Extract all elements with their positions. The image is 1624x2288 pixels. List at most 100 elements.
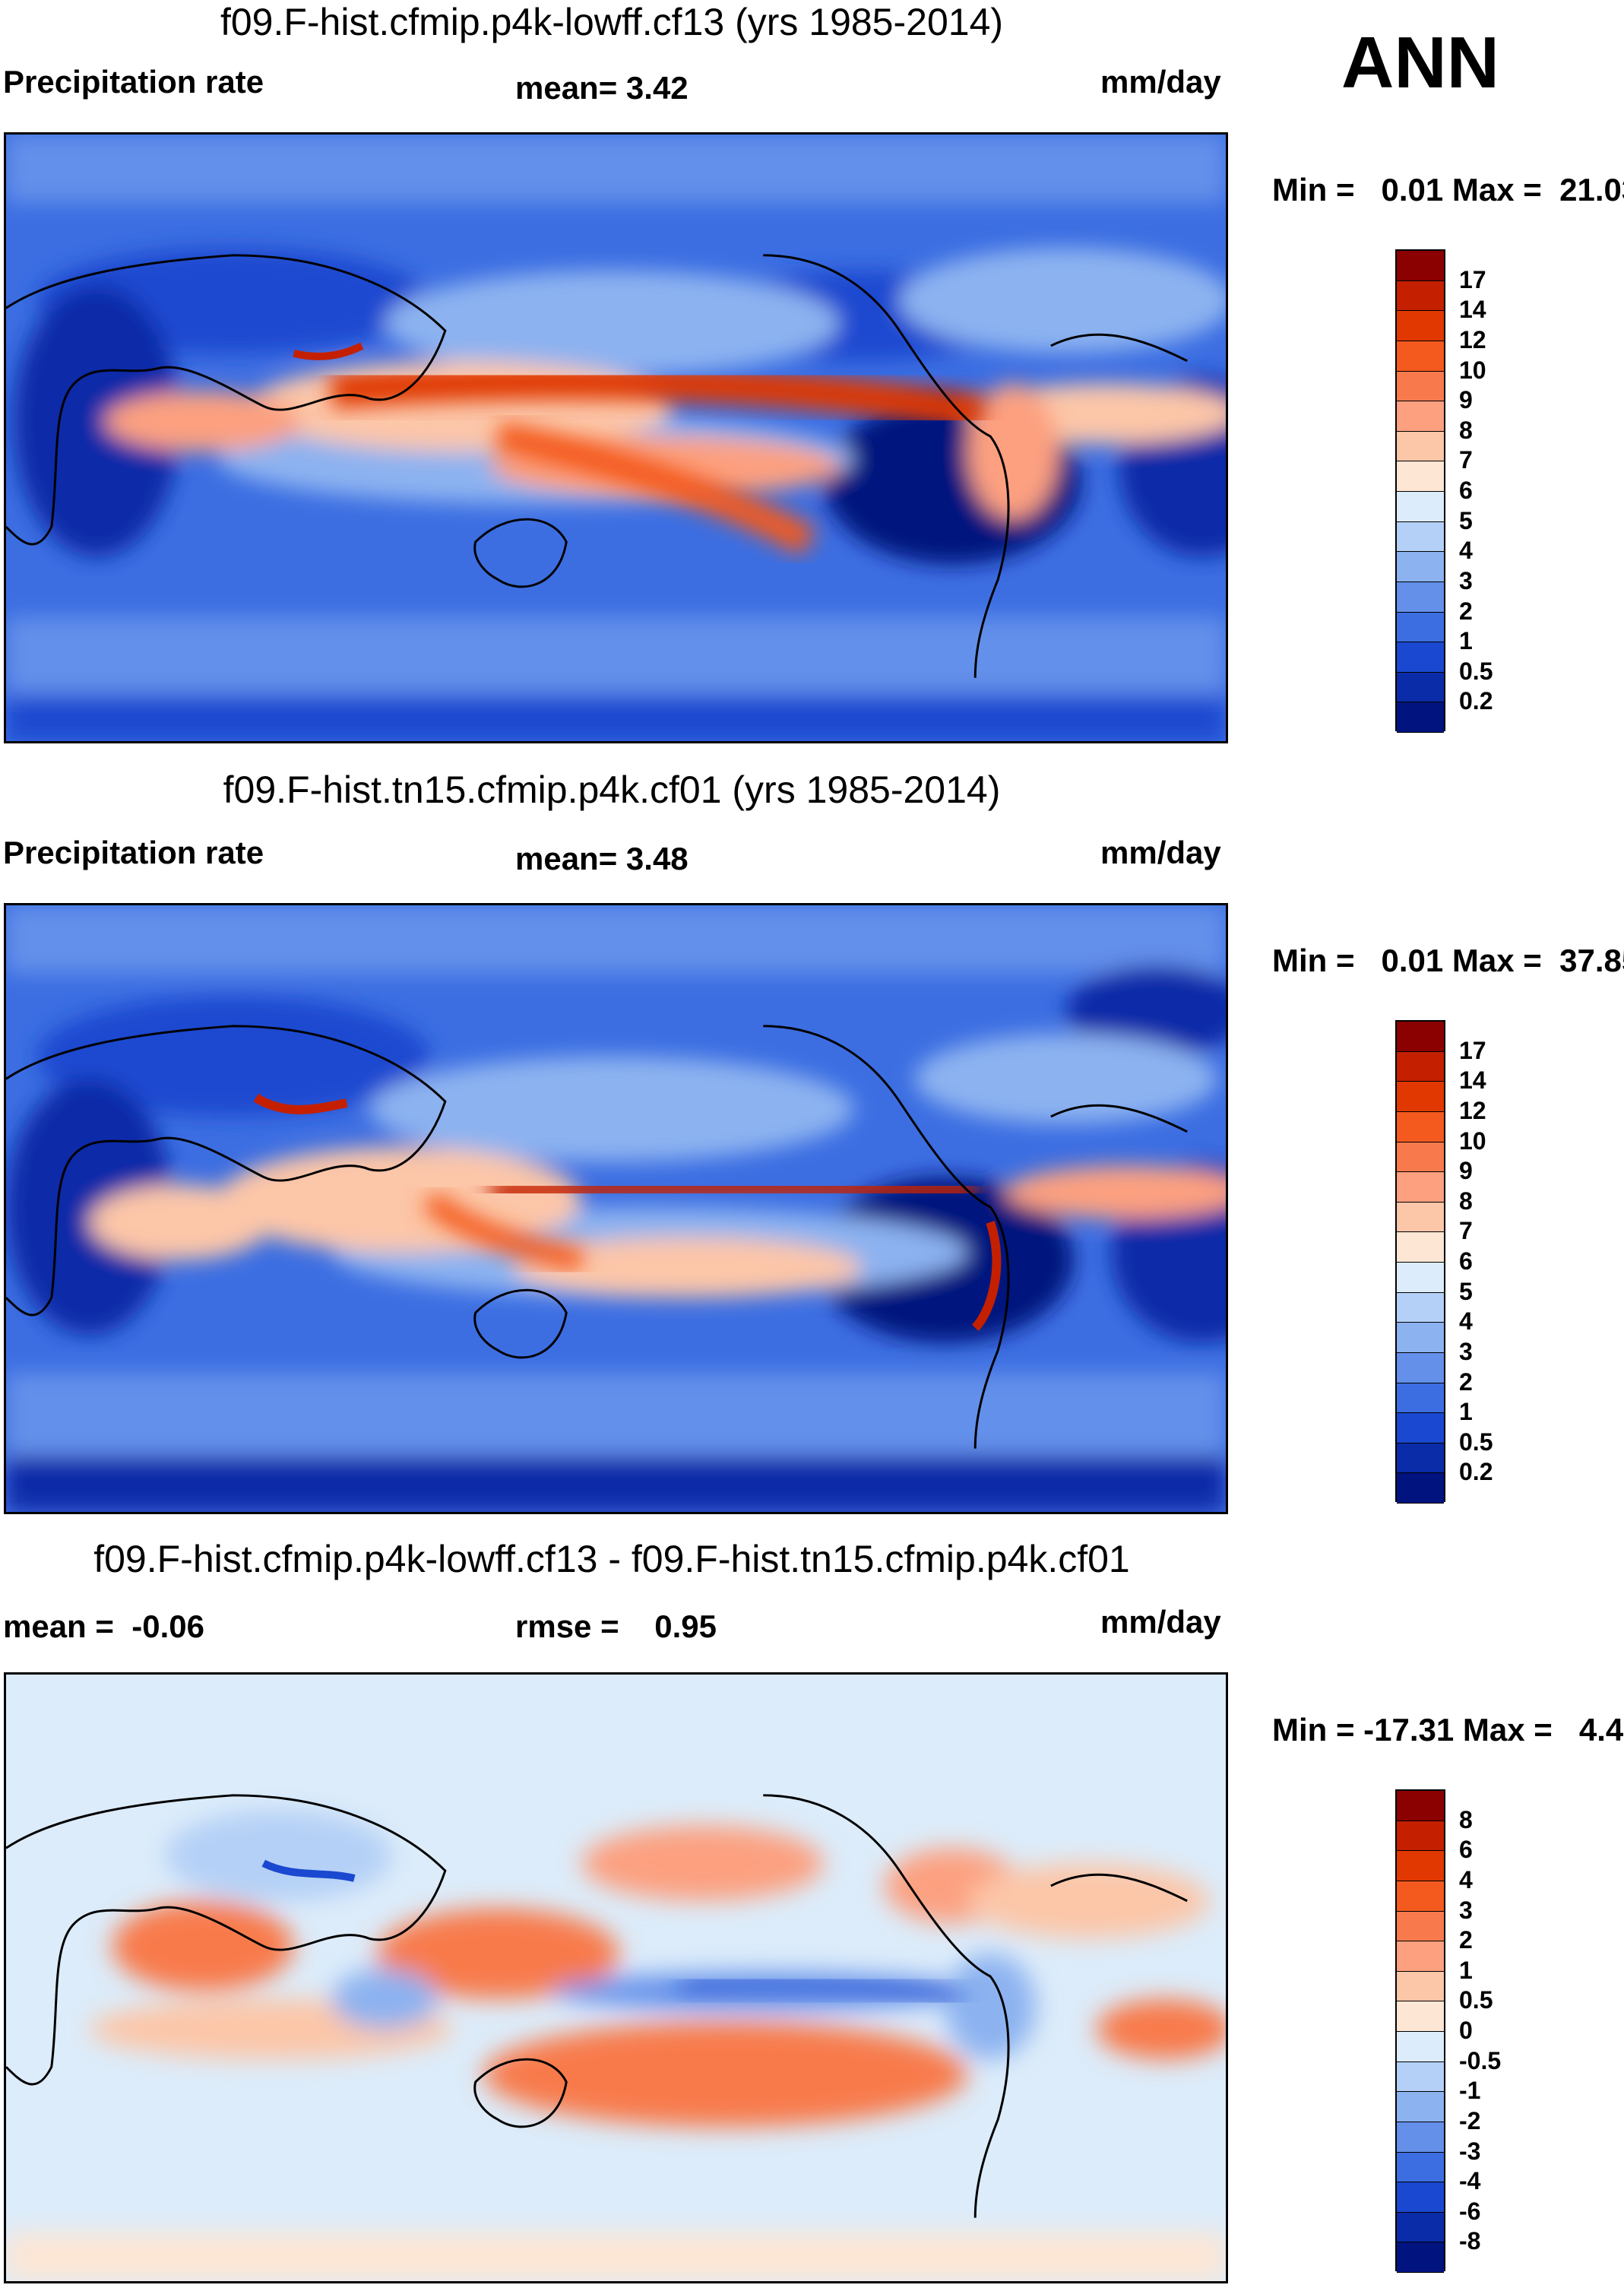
panel-1-colorbar-tick: 7: [1459, 446, 1473, 474]
panel-3-colorbar-swatch: [1397, 1971, 1444, 2002]
panel-3-colorbar-swatch: [1397, 2182, 1444, 2213]
panel-3-colorbar-tick: 4: [1459, 1865, 1473, 1893]
panel-3-colorbar-tick: 0.5: [1459, 1986, 1493, 2014]
panel-2-left-label: Precipitation rate: [3, 835, 264, 870]
panel-3-colorbar-tick: -1: [1459, 2077, 1481, 2105]
panel-2-colorbar-swatch: [1397, 1292, 1444, 1323]
panel-1-colorbar-swatch: [1397, 401, 1444, 432]
panel-1-center-label: mean= 3.42: [515, 70, 689, 106]
panel-2-units: mm/day: [1100, 835, 1221, 870]
panel-2-center-label: mean= 3.48: [515, 841, 689, 876]
panel-1-colorbar-swatch: [1397, 552, 1444, 582]
panel-1-left-label: Precipitation rate: [3, 64, 264, 100]
panel-2-colorbar-tick: 17: [1459, 1036, 1486, 1064]
panel-2-colorbar-tick: 4: [1459, 1307, 1473, 1336]
panel-2-title: f09.F-hist.tn15.cfmip.p4k.cf01 (yrs 1985…: [223, 768, 1001, 811]
panel-3-colorbar-tick: -3: [1459, 2137, 1481, 2165]
panel-3-colorbar-swatch: [1397, 2032, 1444, 2062]
panel-2-minmax: Min = 0.01 Max = 37.85: [1272, 943, 1624, 978]
panel-1-colorbar-swatch: [1397, 672, 1444, 703]
panel-1-colorbar-swatch: [1397, 341, 1444, 372]
panel-1-colorbar-tick: 6: [1459, 477, 1473, 504]
panel-1-title: f09.F-hist.cfmip.p4k-lowff.cf13 (yrs 198…: [220, 1, 1004, 43]
panel-3-colorbar-swatch: [1397, 2122, 1444, 2153]
panel-1-colorbar-swatch: [1397, 492, 1444, 522]
panel-1-colorbar-swatch: [1397, 251, 1444, 281]
panel-2-colorbar-swatch: [1397, 1383, 1444, 1414]
panel-2-map: [4, 903, 1228, 1514]
panel-2-colorbar-swatch: [1397, 1202, 1444, 1233]
panel-3-colorbar-swatch: [1397, 1791, 1444, 1821]
panel-3-colorbar-swatch: [1397, 1851, 1444, 1881]
panel-3-colorbar-swatch: [1397, 2092, 1444, 2122]
panel-1-colorbar-tick: 0.5: [1459, 657, 1493, 685]
panel-1-colorbar-swatch: [1397, 311, 1444, 341]
panel-2-colorbar-tick: 14: [1459, 1066, 1486, 1095]
panel-1-colorbar-tick: 9: [1459, 386, 1473, 414]
panel-3-units: mm/day: [1100, 1604, 1221, 1640]
panel-2-colorbar-tick: 3: [1459, 1337, 1473, 1365]
panel-2-colorbar: [1395, 1020, 1445, 1504]
panel-2-colorbar-swatch: [1397, 1051, 1444, 1082]
panel-1-colorbar-swatch: [1397, 612, 1444, 643]
panel-2-colorbar-tick: 0.5: [1459, 1428, 1493, 1456]
panel-1-colorbar-swatch: [1397, 582, 1444, 613]
panel-3-colorbar-swatch: [1397, 1881, 1444, 1912]
panel-1-colorbar-swatch: [1397, 521, 1444, 553]
panel-3-colorbar: [1395, 1789, 1445, 2273]
panel-1-colorbar: [1395, 249, 1445, 733]
panel-3-colorbar-tick: -2: [1459, 2106, 1481, 2134]
panel-3-colorbar-tick: 0: [1459, 2017, 1473, 2044]
panel-3-title: f09.F-hist.cfmip.p4k-lowff.cf13 - f09.F-…: [93, 1538, 1130, 1580]
panel-1-units: mm/day: [1100, 64, 1221, 100]
panel-2-colorbar-tick: 12: [1459, 1096, 1486, 1124]
panel-3-colorbar-tick: 8: [1459, 1805, 1473, 1833]
panel-2-colorbar-swatch: [1397, 1443, 1444, 1474]
panel-2-colorbar-swatch: [1397, 1111, 1444, 1142]
panel-1-map-svg: [6, 135, 1226, 741]
panel-1-colorbar-swatch: [1397, 371, 1444, 402]
panel-2-colorbar-tick: 9: [1459, 1157, 1473, 1185]
panel-3-colorbar-swatch: [1397, 1941, 1444, 1972]
panel-3-colorbar-tick: -6: [1459, 2197, 1481, 2225]
panel-3-colorbar-swatch: [1397, 2152, 1444, 2183]
panel-3-map-svg: [6, 1675, 1226, 2281]
panel-3-colorbar-swatch: [1397, 2242, 1444, 2273]
panel-2-colorbar-tick: 0.2: [1459, 1458, 1493, 1486]
panel-2-colorbar-tick: 6: [1459, 1247, 1473, 1275]
panel-1-colorbar-tick: 4: [1459, 537, 1473, 565]
panel-3-colorbar-tick: 2: [1459, 1926, 1473, 1954]
panel-2-colorbar-tick: 2: [1459, 1367, 1473, 1396]
panel-3-colorbar-swatch: [1397, 2001, 1444, 2032]
panel-2-colorbar-tick: 7: [1459, 1217, 1473, 1245]
panel-1-colorbar-swatch: [1397, 280, 1444, 312]
panel-2-map-svg: [6, 905, 1226, 1512]
panel-2-colorbar-tick: 5: [1459, 1277, 1473, 1305]
panel-1-colorbar-tick: 5: [1459, 506, 1473, 534]
panel-3-colorbar-tick: 3: [1459, 1896, 1473, 1924]
panel-3-colorbar-swatch: [1397, 1821, 1444, 1852]
panel-3-colorbar-tick: -0.5: [1459, 2046, 1502, 2074]
panel-1-colorbar-tick: 2: [1459, 597, 1473, 625]
panel-1-colorbar-swatch: [1397, 702, 1444, 733]
panel-2-colorbar-swatch: [1397, 1142, 1444, 1173]
panel-2-colorbar-swatch: [1397, 1323, 1444, 1353]
panel-2-colorbar-swatch: [1397, 1022, 1444, 1052]
panel-2-colorbar-swatch: [1397, 1352, 1444, 1383]
panel-2-colorbar-swatch: [1397, 1263, 1444, 1293]
panel-3-left-label: mean = -0.06: [3, 1608, 204, 1644]
panel-1-colorbar-swatch: [1397, 461, 1444, 492]
panel-3-colorbar-swatch: [1397, 1911, 1444, 1942]
panel-3-colorbar-tick: -4: [1459, 2167, 1481, 2195]
panel-1-colorbar-tick: 17: [1459, 265, 1486, 293]
panel-3-colorbar-swatch: [1397, 2212, 1444, 2243]
panel-1-map: [4, 132, 1228, 743]
panel-3-map: [4, 1672, 1228, 2283]
panel-3-colorbar-tick: -8: [1459, 2227, 1481, 2255]
panel-1-colorbar-tick: 12: [1459, 325, 1486, 353]
panel-3-colorbar-tick: 6: [1459, 1836, 1473, 1864]
panel-3-minmax: Min = -17.31 Max = 4.42: [1272, 1712, 1624, 1748]
panel-1-colorbar-tick: 0.2: [1459, 687, 1493, 715]
panel-1-colorbar-swatch: [1397, 431, 1444, 462]
panel-2-colorbar-tick: 1: [1459, 1398, 1473, 1426]
